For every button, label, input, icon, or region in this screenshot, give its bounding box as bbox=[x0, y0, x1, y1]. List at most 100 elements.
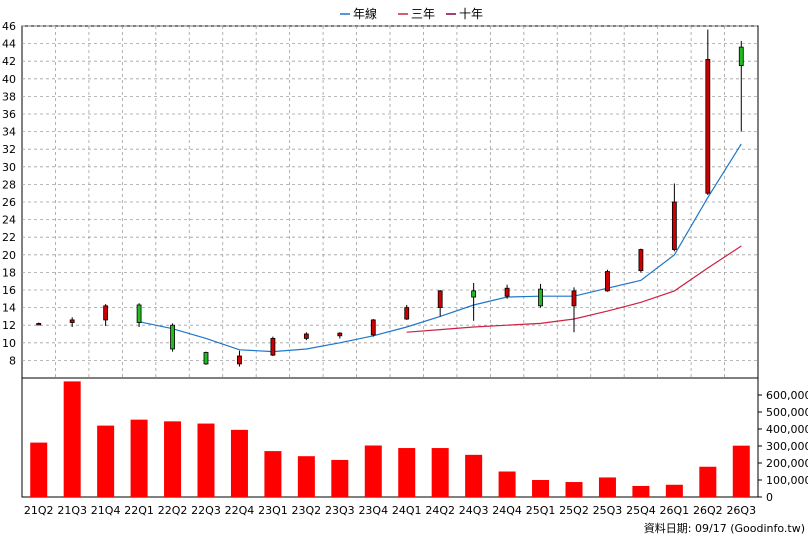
legend-label: 三年 bbox=[411, 7, 435, 21]
x-tick-label: 24Q1 bbox=[392, 504, 422, 517]
candle-body bbox=[170, 324, 175, 350]
price-tick-label: 44 bbox=[2, 38, 16, 51]
volume-bar bbox=[30, 442, 48, 497]
candle-body bbox=[404, 307, 410, 320]
volume-bar bbox=[297, 456, 315, 497]
legend: 年線 三年 十年 bbox=[340, 6, 483, 21]
x-tick-label: 21Q2 bbox=[24, 504, 54, 517]
candle-body bbox=[504, 287, 510, 297]
volume-bar bbox=[331, 459, 349, 497]
volume-bar bbox=[465, 454, 483, 497]
price-tick-label: 34 bbox=[2, 126, 16, 139]
price-tick-label: 26 bbox=[2, 196, 16, 209]
candlesticks bbox=[36, 29, 744, 367]
x-tick-label: 26Q3 bbox=[726, 504, 756, 517]
candle-body bbox=[370, 319, 376, 336]
price-tick-label: 10 bbox=[2, 337, 16, 350]
candle-body bbox=[237, 355, 242, 365]
x-tick-label: 26Q2 bbox=[693, 504, 723, 517]
volume-tick-label: 600,000 bbox=[766, 389, 808, 402]
price-tick-label: 22 bbox=[2, 231, 16, 244]
x-tick-label: 21Q3 bbox=[57, 504, 87, 517]
grid bbox=[22, 25, 758, 378]
volume-bar bbox=[565, 482, 583, 497]
volume-bar bbox=[197, 423, 215, 497]
x-axis-labels: 21Q2 21Q3 21Q4 22Q1 22Q2 22Q3 22Q4 23Q1 23Q2 23Q3… bbox=[24, 504, 756, 517]
volume-bar bbox=[665, 484, 683, 497]
x-tick-label: 24Q4 bbox=[492, 504, 522, 517]
candle-body bbox=[471, 290, 477, 298]
volume-bar bbox=[699, 466, 717, 497]
candle-body bbox=[638, 249, 644, 272]
x-tick-label: 24Q3 bbox=[459, 504, 489, 517]
price-axis: 8 10 12 14 16 18 20 22 24 26 28 30 32 34 36 38 40 42 44 46 bbox=[2, 20, 16, 367]
price-tick-label: 8 bbox=[9, 354, 16, 367]
x-tick-label: 22Q2 bbox=[158, 504, 188, 517]
candle-body bbox=[538, 288, 543, 307]
volume-axis: 0 100,000 200,000 300,000 400,000 500,000 600,… bbox=[758, 389, 808, 504]
volume-bar bbox=[498, 471, 516, 497]
x-tick-label: 25Q3 bbox=[593, 504, 623, 517]
x-tick-label: 25Q4 bbox=[626, 504, 656, 517]
x-tick-label: 23Q3 bbox=[325, 504, 355, 517]
price-tick-label: 36 bbox=[2, 108, 16, 121]
volume-bar bbox=[230, 429, 248, 497]
volume-bar bbox=[732, 445, 750, 497]
candle-body bbox=[69, 319, 75, 323]
volume-tick-label: 500,000 bbox=[766, 406, 808, 419]
candle-body bbox=[270, 337, 276, 356]
candle-body bbox=[671, 201, 677, 250]
price-tick-label: 32 bbox=[2, 143, 16, 156]
volume-bar bbox=[164, 421, 182, 497]
price-tick-label: 40 bbox=[2, 73, 16, 86]
volume-bar bbox=[532, 480, 550, 497]
candle-body bbox=[303, 333, 309, 339]
legend-label: 年線 bbox=[353, 6, 377, 21]
candle-body bbox=[203, 352, 209, 365]
x-tick-label: 22Q1 bbox=[124, 504, 154, 517]
candle-body bbox=[103, 305, 109, 321]
volume-bar bbox=[398, 448, 416, 497]
price-tick-label: 42 bbox=[2, 55, 16, 68]
volume-tick-label: 300,000 bbox=[766, 440, 808, 453]
price-tick-label: 28 bbox=[2, 178, 16, 191]
legend-label: 十年 bbox=[459, 7, 483, 21]
volume-tick-label: 400,000 bbox=[766, 423, 808, 436]
price-tick-label: 46 bbox=[2, 20, 16, 33]
volume-tick-label: 100,000 bbox=[766, 474, 808, 487]
price-tick-label: 38 bbox=[2, 90, 16, 103]
x-tick-label: 22Q3 bbox=[191, 504, 221, 517]
volume-bar bbox=[97, 425, 115, 497]
price-tick-label: 16 bbox=[2, 284, 16, 297]
candle-body bbox=[337, 332, 343, 337]
candle-body bbox=[136, 304, 142, 323]
volume-tick-label: 200,000 bbox=[766, 457, 808, 470]
candle-body bbox=[36, 323, 42, 326]
x-tick-label: 23Q2 bbox=[292, 504, 322, 517]
volume-bars bbox=[30, 381, 750, 497]
volume-bar bbox=[431, 448, 449, 497]
candle-body bbox=[705, 59, 711, 194]
x-tick-label: 26Q1 bbox=[660, 504, 690, 517]
volume-tick-label: 0 bbox=[766, 491, 773, 504]
price-tick-label: 18 bbox=[2, 266, 16, 279]
price-tick-label: 20 bbox=[2, 249, 16, 262]
volume-bar bbox=[264, 451, 282, 497]
price-tick-label: 14 bbox=[2, 302, 16, 315]
volume-bar bbox=[130, 419, 148, 497]
candle-body bbox=[437, 290, 443, 309]
volume-bar bbox=[598, 477, 616, 497]
volume-bar bbox=[632, 485, 650, 497]
x-tick-label: 24Q2 bbox=[425, 504, 455, 517]
x-tick-label: 23Q4 bbox=[358, 504, 388, 517]
x-tick-label: 22Q4 bbox=[225, 504, 255, 517]
source-footer: 資料日期: 09/17 (Goodinfo.tw) bbox=[644, 521, 805, 535]
candle-body bbox=[738, 46, 744, 66]
x-tick-label: 21Q4 bbox=[91, 504, 121, 517]
price-tick-label: 30 bbox=[2, 161, 16, 174]
volume-bar bbox=[364, 445, 382, 497]
candle-body bbox=[571, 290, 577, 307]
x-tick-label: 25Q2 bbox=[559, 504, 589, 517]
volume-bar bbox=[63, 381, 81, 497]
